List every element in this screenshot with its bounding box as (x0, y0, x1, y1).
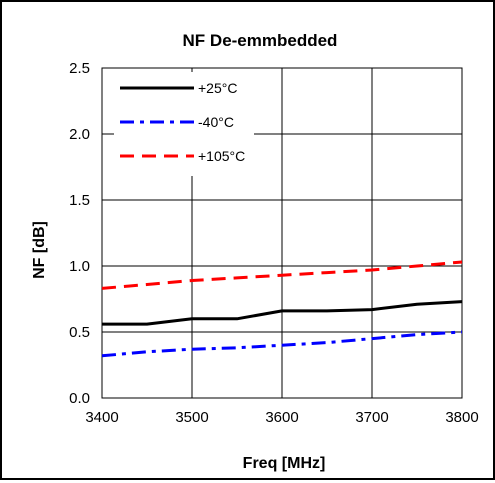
y-tick-label: 0.0 (69, 390, 90, 407)
y-tick-label: 1.5 (69, 192, 90, 209)
x-tick-label: 3400 (85, 409, 118, 426)
plot-border (101, 67, 463, 399)
legend-label-1: -40°C (198, 114, 234, 130)
x-tick-label: 3800 (445, 409, 478, 426)
y-tick-labels: 0.0 0.5 1.0 1.5 2.0 2.5 (69, 60, 90, 407)
nf-chart: NF De-emmbedded 0.00.51.01.52.02.5 3400 3… (31, 31, 479, 472)
series-lines (101, 260, 463, 358)
chart-title: NF De-emmbedded (183, 31, 338, 50)
legend-label-2: +105°C (198, 148, 245, 164)
series-line-0 (102, 300, 463, 326)
y-tick-label: 2.5 (69, 60, 90, 77)
x-axis-label: Freq [MHz] (243, 455, 326, 472)
x-tick-label: 3600 (265, 409, 298, 426)
y-tick-label: 2.0 (69, 126, 90, 143)
y-tick-label: 1.0 (69, 258, 90, 275)
x-tick-label: 3700 (355, 409, 388, 426)
x-tick-label: 3500 (175, 409, 208, 426)
series-line-2 (101, 260, 463, 290)
legend-label-0: +25°C (198, 80, 237, 96)
series-line-1 (101, 330, 463, 358)
legend: +25°C -40°C +105°C (114, 72, 254, 176)
y-tick-label: 0.5 (69, 324, 90, 341)
grid (101, 67, 463, 399)
y-axis-label: NF [dB] (31, 221, 48, 279)
x-tick-labels: 3400 3500 3600 3700 3800 (85, 409, 478, 426)
